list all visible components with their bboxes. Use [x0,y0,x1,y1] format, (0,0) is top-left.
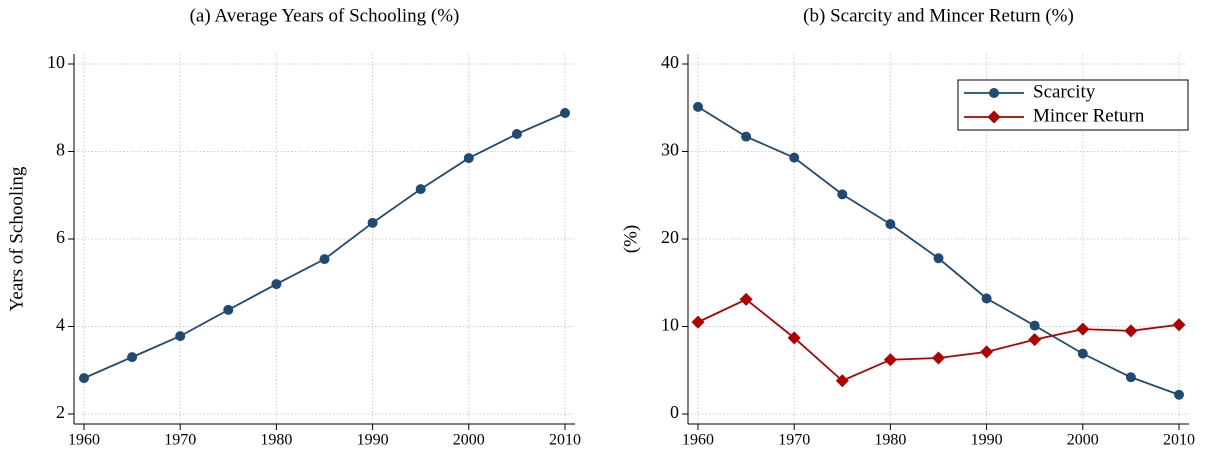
point-marker [980,345,994,359]
x-tick-label: 2000 [1067,432,1099,449]
point-marker [933,253,944,264]
point-marker [883,353,897,367]
point-marker [885,219,896,230]
y-tick-label: 8 [56,140,65,160]
point-marker [1077,348,1088,359]
y-tick-label: 40 [661,52,679,72]
legend-label: Scarcity [1033,81,1096,102]
series-line [697,298,1180,382]
point-marker [127,352,138,363]
legend-marker [987,110,1001,124]
point-marker [415,184,426,195]
x-tick-label: 1970 [778,432,810,449]
point-marker [739,292,753,306]
x-tick-label: 1990 [971,432,1003,449]
x-tick-label: 2010 [549,432,581,449]
point-marker [271,279,282,290]
chart-title: (a) Average Years of Schooling (%) [190,5,460,26]
point-marker [1029,320,1040,331]
y-tick-label: 2 [56,402,65,422]
x-tick-label: 2000 [453,432,485,449]
point-marker [1028,333,1042,347]
y-tick-label: 4 [56,315,65,335]
x-tick-label: 1960 [682,432,714,449]
point-marker [1124,324,1138,338]
point-marker [223,304,234,315]
y-tick-label: 6 [56,227,65,247]
point-marker [463,153,474,164]
y-tick-label: 20 [661,227,679,247]
x-tick-label: 1960 [68,432,100,449]
x-tick-label: 2010 [1163,432,1195,449]
point-marker [367,217,378,228]
x-tick-label: 1990 [357,432,389,449]
y-tick-label: 0 [670,402,679,422]
point-marker [175,331,186,342]
point-marker [981,293,992,304]
x-tick-label: 1970 [164,432,196,449]
legend-marker [989,88,999,98]
y-tick-label: 30 [661,140,679,160]
point-marker [319,254,330,265]
point-marker [932,351,945,365]
y-tick-label: 10 [661,315,679,335]
legend-label: Mincer Return [1033,105,1145,126]
point-marker [1174,389,1184,400]
point-marker [837,189,848,200]
y-axis-label: Years of Schooling [6,166,27,311]
point-marker [787,331,801,345]
x-tick-label: 1980 [260,432,292,449]
legend-box [957,79,1189,131]
point-marker [1076,322,1090,336]
point-marker [741,131,752,142]
point-marker [79,373,89,384]
point-marker [1125,372,1136,383]
point-marker [560,108,570,118]
point-marker [1172,318,1186,332]
point-marker [691,315,705,329]
point-marker [693,101,703,112]
y-axis-label: (%) [620,225,641,253]
y-tick-label: 10 [47,52,65,72]
series-line [83,112,566,379]
x-tick-label: 1980 [874,432,906,449]
chart-title: (b) Scarcity and Mincer Return (%) [803,5,1074,26]
point-marker [789,152,800,163]
point-marker [511,129,522,139]
point-marker [835,374,849,388]
